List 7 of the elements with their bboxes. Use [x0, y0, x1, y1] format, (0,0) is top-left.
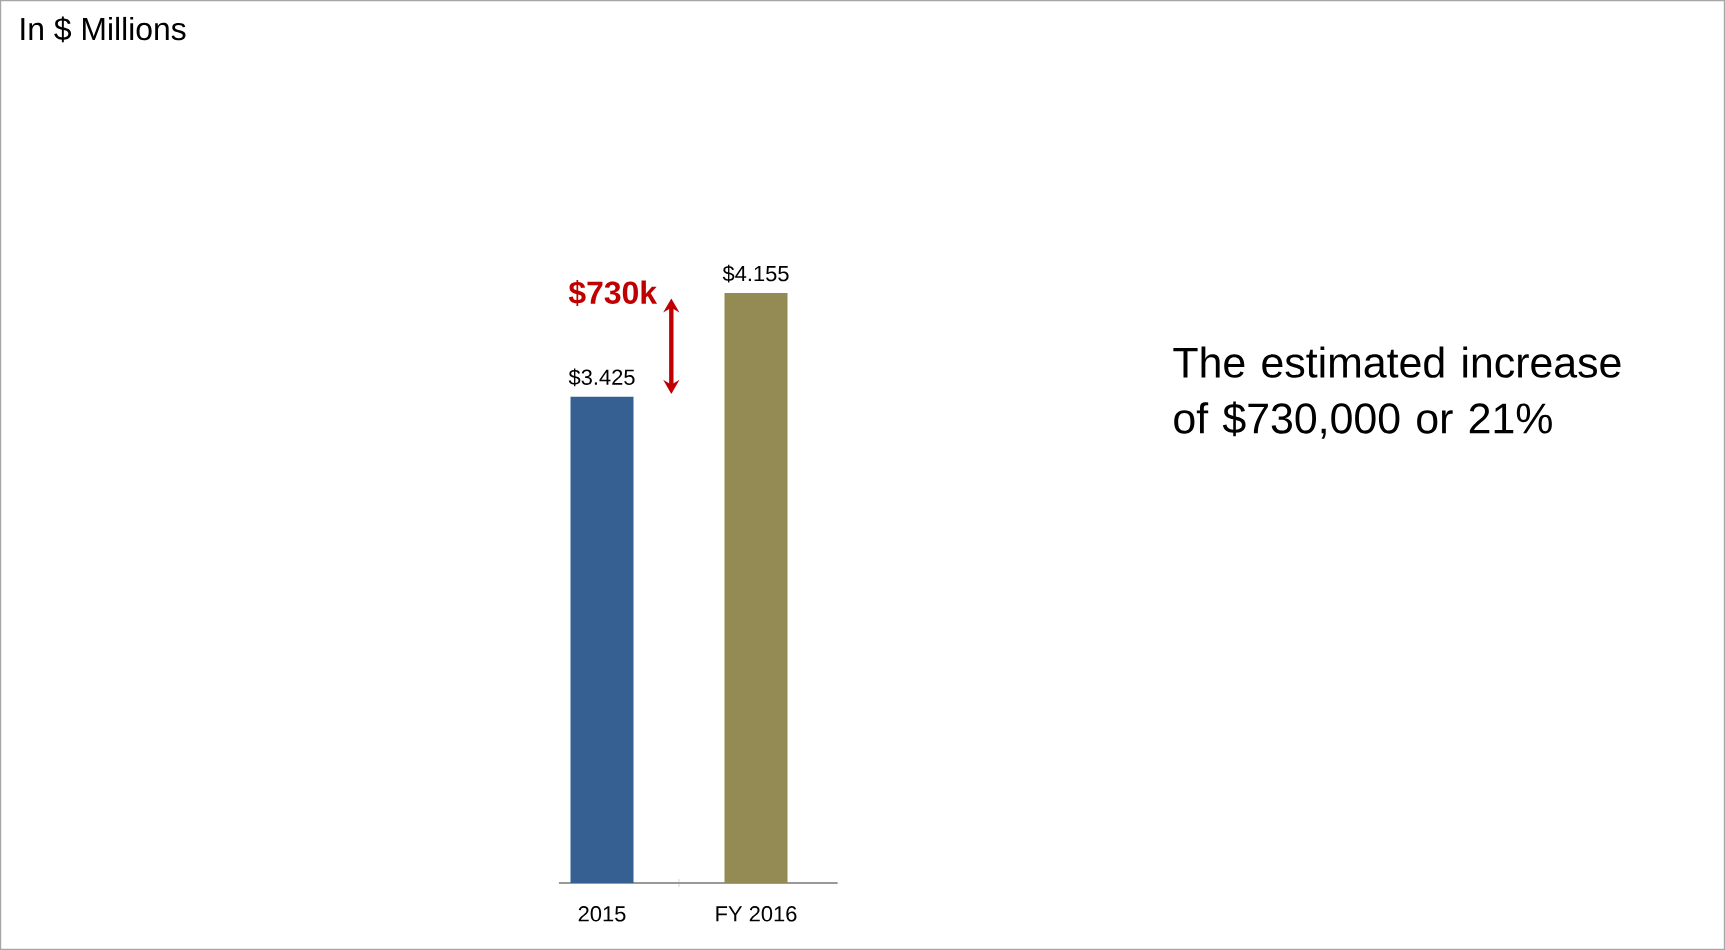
annotation: $730k	[568, 279, 658, 307]
data-label: $4.155	[722, 264, 789, 283]
x-tick-label: FY 2016	[716, 906, 797, 922]
text: In $ Millions	[21, 16, 186, 43]
x-tick-label: 2015	[578, 906, 626, 922]
text: The estimated increase of $730,000 or 21%	[1173, 346, 1621, 439]
data-label: $3.425	[568, 368, 635, 387]
